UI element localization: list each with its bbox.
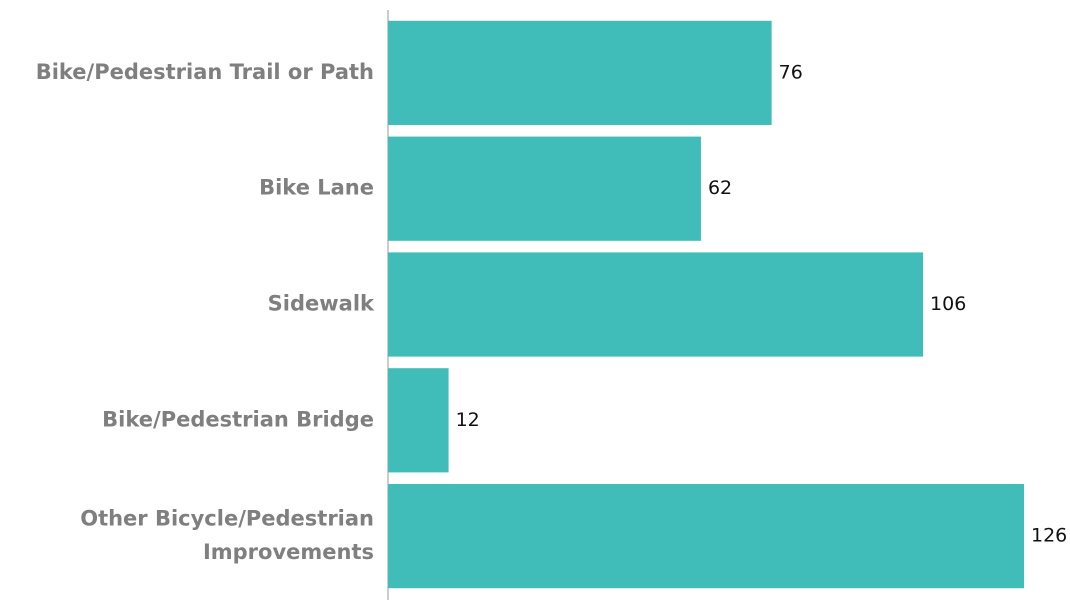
value-label: 106 [930, 293, 966, 315]
category-label-line: Improvements [203, 540, 374, 564]
category-label: Bike/Pedestrian Trail or Path [36, 60, 374, 84]
category-label: Sidewalk [268, 292, 375, 316]
category-label-line: Other Bicycle/Pedestrian [80, 506, 374, 530]
bar [388, 136, 701, 241]
category-label: Bike Lane [259, 176, 374, 200]
value-label: 12 [456, 409, 480, 431]
value-label: 76 [779, 61, 803, 83]
value-label: 126 [1031, 525, 1067, 547]
bar [388, 368, 449, 473]
category-label: Bike/Pedestrian Bridge [102, 407, 374, 431]
value-label: 62 [708, 177, 732, 199]
bar [388, 252, 924, 357]
category-label: Other Bicycle/Pedestrian Improvements [80, 506, 374, 564]
bar [388, 483, 1024, 589]
bar [388, 20, 772, 126]
